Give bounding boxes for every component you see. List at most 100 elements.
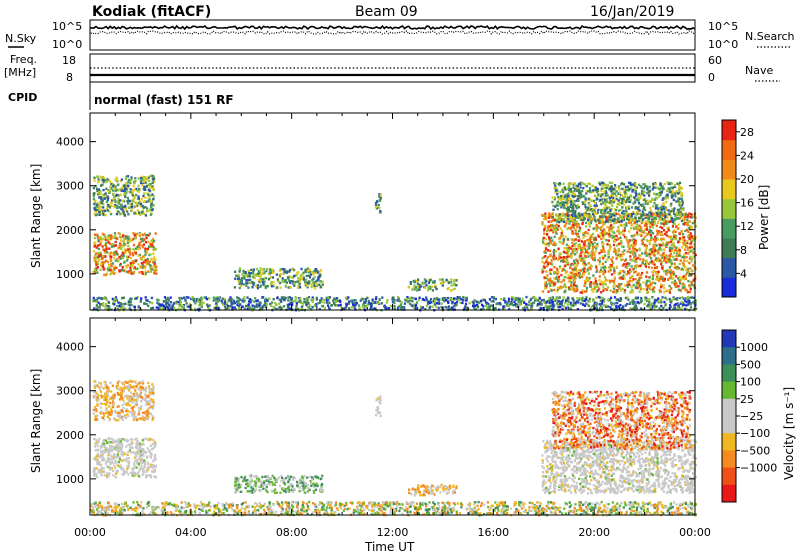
power-cell — [96, 209, 98, 211]
power-cell — [147, 234, 149, 236]
power-cell — [678, 280, 680, 282]
power-cell — [551, 281, 553, 283]
power-cell — [573, 299, 575, 301]
power-cell — [617, 226, 619, 228]
power-cell — [136, 202, 138, 204]
power-cell — [638, 257, 640, 259]
power-cell — [264, 271, 266, 273]
power-cell — [638, 217, 640, 219]
power-cell — [429, 279, 431, 281]
power-cell — [677, 224, 679, 226]
power-cell — [93, 177, 95, 179]
power-cell — [666, 273, 668, 275]
power-cell — [652, 278, 654, 280]
power-cell — [666, 220, 668, 222]
power-cell — [340, 304, 342, 306]
power-cell — [441, 302, 443, 304]
power-cell — [637, 197, 639, 199]
power-cell — [555, 229, 557, 231]
power-cell — [617, 285, 619, 287]
power-cell — [262, 269, 264, 271]
power-cell — [144, 196, 146, 198]
power-cell — [585, 296, 587, 298]
power-cell — [435, 306, 437, 308]
power-cell — [689, 220, 691, 222]
power-cell — [555, 243, 557, 245]
power-cell — [124, 205, 126, 207]
power-cell — [585, 255, 587, 257]
power-cell — [376, 201, 378, 203]
power-cell — [602, 243, 604, 245]
power-cell — [247, 287, 249, 289]
power-cell — [568, 274, 570, 276]
power-cell — [575, 231, 577, 233]
power-cell — [182, 305, 184, 307]
power-cell — [630, 227, 632, 229]
power-cell — [574, 253, 576, 255]
power-cell — [103, 268, 105, 270]
power-cell — [677, 285, 679, 287]
power-cell — [599, 275, 601, 277]
power-cell — [426, 299, 428, 301]
power-cell — [581, 289, 583, 291]
power-cell — [553, 289, 555, 291]
power-cell — [632, 303, 634, 305]
power-cell — [558, 258, 560, 260]
power-cell — [148, 180, 150, 182]
power-cell — [572, 263, 574, 265]
power-cell — [145, 214, 147, 216]
power-cell — [150, 259, 152, 261]
power-cell — [679, 249, 681, 251]
power-cell — [148, 176, 150, 178]
power-cell — [123, 303, 125, 305]
power-cell — [634, 303, 636, 305]
power-cell — [138, 191, 140, 193]
power-cell — [262, 283, 264, 285]
power-cell — [558, 297, 560, 299]
power-cell — [95, 263, 97, 265]
power-cell — [320, 286, 322, 288]
power-cell — [596, 224, 598, 226]
power-cell — [591, 289, 593, 291]
power-cell — [145, 263, 147, 265]
power-cell — [683, 236, 685, 238]
power-cell — [572, 224, 574, 226]
power-cell — [309, 268, 311, 270]
power-cell — [139, 233, 141, 235]
power-cell — [677, 307, 679, 309]
power-cell — [333, 302, 335, 304]
power-cell — [153, 256, 155, 258]
power-cell — [670, 276, 672, 278]
power-cell — [584, 235, 586, 237]
power-cell — [603, 191, 605, 193]
power-cell — [472, 305, 474, 307]
power-cell — [662, 185, 664, 187]
power-cell — [673, 273, 675, 275]
power-cell — [633, 256, 635, 258]
power-cell — [669, 271, 671, 273]
power-cell — [611, 273, 613, 275]
power-cell — [640, 307, 642, 309]
power-cell — [447, 301, 449, 303]
power-cell — [609, 306, 611, 308]
power-cell — [663, 291, 665, 293]
power-cell — [135, 260, 137, 262]
nsky-tick-bottom: 10^0 — [52, 38, 82, 51]
power-cell — [611, 205, 613, 207]
power-cell — [450, 278, 452, 280]
power-cell — [567, 215, 569, 217]
power-cell — [150, 200, 152, 202]
power-cell — [496, 302, 498, 304]
power-cell — [657, 257, 659, 259]
power-cell — [115, 251, 117, 253]
power-cell — [326, 297, 328, 299]
power-cell — [550, 273, 552, 275]
power-cell — [669, 246, 671, 248]
power-cell — [311, 298, 313, 300]
power-cell — [598, 252, 600, 254]
power-cell — [601, 232, 603, 234]
power-cell — [176, 301, 178, 303]
power-cell — [292, 300, 294, 302]
power-cell — [688, 227, 690, 229]
power-cell — [529, 302, 531, 304]
